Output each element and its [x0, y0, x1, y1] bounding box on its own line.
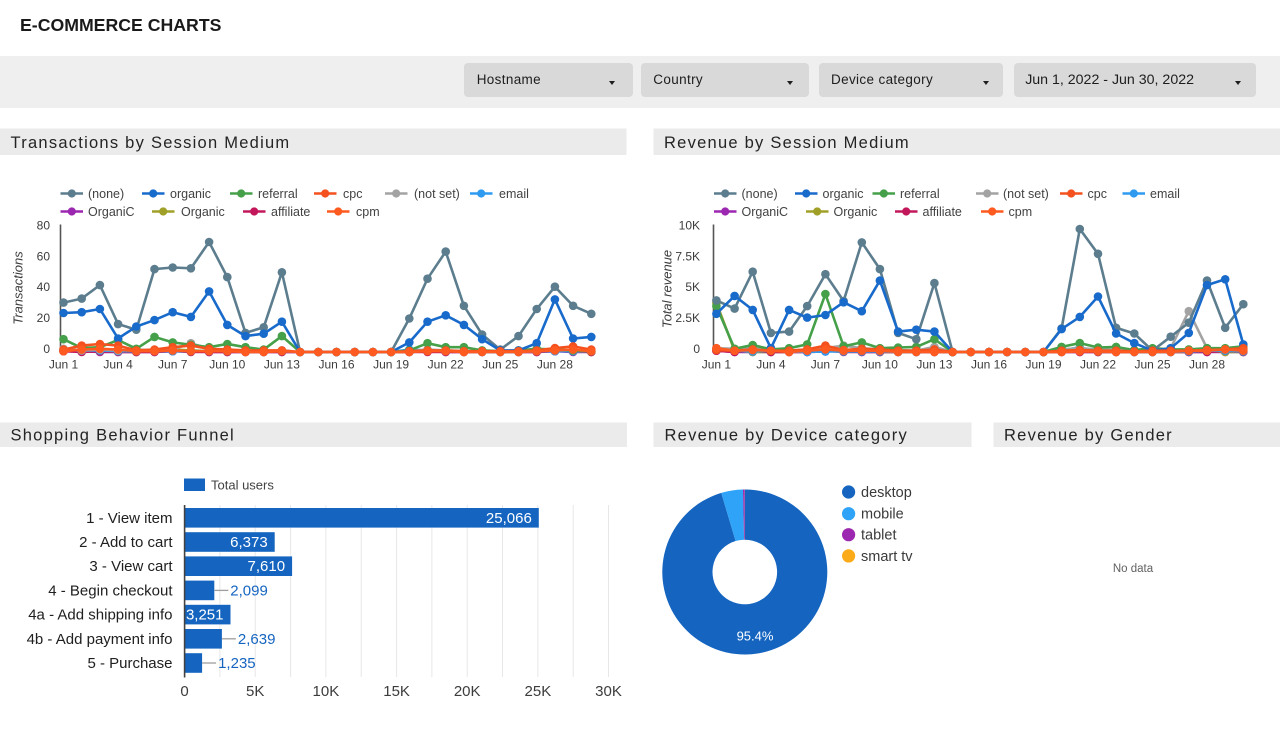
svg-text:25,066: 25,066 [486, 510, 532, 527]
svg-text:Jun 7: Jun 7 [811, 358, 841, 372]
svg-text:15K: 15K [383, 683, 410, 700]
svg-text:affiliate: affiliate [271, 205, 310, 219]
svg-text:3 - View cart: 3 - View cart [89, 558, 173, 575]
svg-text:7,610: 7,610 [248, 558, 286, 575]
svg-text:5 - Purchase: 5 - Purchase [87, 655, 172, 672]
svg-text:4 - Begin checkout: 4 - Begin checkout [48, 582, 173, 599]
svg-text:Jun 16: Jun 16 [318, 358, 354, 372]
svg-text:mobile: mobile [861, 507, 904, 523]
svg-text:2 - Add to cart: 2 - Add to cart [79, 534, 173, 551]
svg-text:Total revenue: Total revenue [660, 250, 675, 328]
svg-text:cpc: cpc [1088, 187, 1107, 201]
svg-text:30K: 30K [595, 683, 622, 700]
svg-text:(none): (none) [742, 187, 778, 201]
svg-text:Jun 22: Jun 22 [428, 358, 464, 372]
svg-text:No data: No data [1113, 563, 1154, 575]
svg-text:Revenue by Gender: Revenue by Gender [1004, 427, 1173, 445]
svg-text:Jun 4: Jun 4 [103, 358, 133, 372]
svg-text:1 - View item: 1 - View item [86, 510, 172, 527]
svg-text:Jun 19: Jun 19 [1025, 358, 1061, 372]
svg-text:0: 0 [43, 342, 50, 356]
svg-text:referral: referral [258, 187, 298, 201]
svg-text:Jun 19: Jun 19 [373, 358, 409, 372]
svg-text:referral: referral [900, 187, 940, 201]
svg-text:2,639: 2,639 [238, 631, 276, 648]
svg-text:affiliate: affiliate [923, 205, 962, 219]
svg-text:4a - Add shipping info: 4a - Add shipping info [28, 607, 172, 624]
svg-text:Jun 25: Jun 25 [482, 358, 518, 372]
svg-text:Revenue by Session Medium: Revenue by Session Medium [664, 134, 910, 152]
svg-text:40: 40 [37, 280, 51, 294]
svg-text:OrganiC: OrganiC [742, 205, 789, 219]
svg-text:10K: 10K [313, 683, 340, 700]
svg-text:Jun 13: Jun 13 [916, 358, 952, 372]
svg-text:3,251: 3,251 [186, 607, 224, 624]
svg-text:Jun 28: Jun 28 [537, 358, 573, 372]
svg-text:95.4%: 95.4% [737, 629, 774, 644]
svg-text:20: 20 [37, 311, 51, 325]
svg-text:smart tv: smart tv [861, 549, 913, 565]
svg-text:Jun 1: Jun 1 [702, 358, 732, 372]
svg-text:Jun 10: Jun 10 [209, 358, 245, 372]
svg-text:(none): (none) [88, 187, 124, 201]
svg-text:6,373: 6,373 [230, 534, 268, 551]
svg-text:2,099: 2,099 [230, 582, 268, 599]
svg-text:60: 60 [37, 249, 51, 263]
svg-text:10K: 10K [679, 218, 700, 232]
svg-text:cpm: cpm [356, 205, 380, 219]
svg-text:Organic: Organic [834, 205, 878, 219]
svg-text:Transactions: Transactions [11, 251, 26, 325]
svg-text:Transactions by Session Medium: Transactions by Session Medium [11, 134, 291, 152]
svg-text:Jun 13: Jun 13 [264, 358, 300, 372]
svg-text:7.5K: 7.5K [675, 249, 700, 263]
svg-text:email: email [499, 187, 529, 201]
svg-text:80: 80 [37, 218, 51, 232]
svg-text:Jun 1: Jun 1 [49, 358, 79, 372]
svg-text:Revenue by Device category: Revenue by Device category [665, 427, 908, 445]
svg-text:Jun 28: Jun 28 [1189, 358, 1225, 372]
svg-text:5K: 5K [246, 683, 264, 700]
svg-text:Jun 25: Jun 25 [1134, 358, 1170, 372]
svg-text:cpc: cpc [343, 187, 362, 201]
svg-text:cpm: cpm [1009, 205, 1033, 219]
svg-text:(not set): (not set) [414, 187, 460, 201]
svg-text:Total users: Total users [211, 478, 274, 493]
svg-text:email: email [1150, 187, 1180, 201]
svg-text:OrganiC: OrganiC [88, 205, 135, 219]
svg-text:Jun 7: Jun 7 [158, 358, 188, 372]
svg-text:20K: 20K [454, 683, 481, 700]
svg-text:Shopping Behavior Funnel: Shopping Behavior Funnel [11, 427, 235, 445]
svg-text:Jun 4: Jun 4 [756, 358, 786, 372]
svg-text:0: 0 [180, 683, 188, 700]
svg-text:2.5K: 2.5K [675, 311, 700, 325]
svg-text:Jun 22: Jun 22 [1080, 358, 1116, 372]
svg-text:tablet: tablet [861, 528, 896, 544]
svg-text:5K: 5K [685, 280, 700, 294]
svg-text:1,235: 1,235 [218, 655, 256, 672]
svg-text:0: 0 [693, 342, 700, 356]
svg-text:organic: organic [170, 187, 211, 201]
svg-text:desktop: desktop [861, 485, 912, 501]
svg-text:(not set): (not set) [1003, 187, 1049, 201]
svg-text:Organic: Organic [181, 205, 225, 219]
svg-text:organic: organic [823, 187, 864, 201]
svg-text:4b - Add payment info: 4b - Add payment info [27, 631, 173, 648]
svg-text:Jun 10: Jun 10 [862, 358, 898, 372]
svg-text:25K: 25K [525, 683, 552, 700]
svg-text:Jun 16: Jun 16 [971, 358, 1007, 372]
